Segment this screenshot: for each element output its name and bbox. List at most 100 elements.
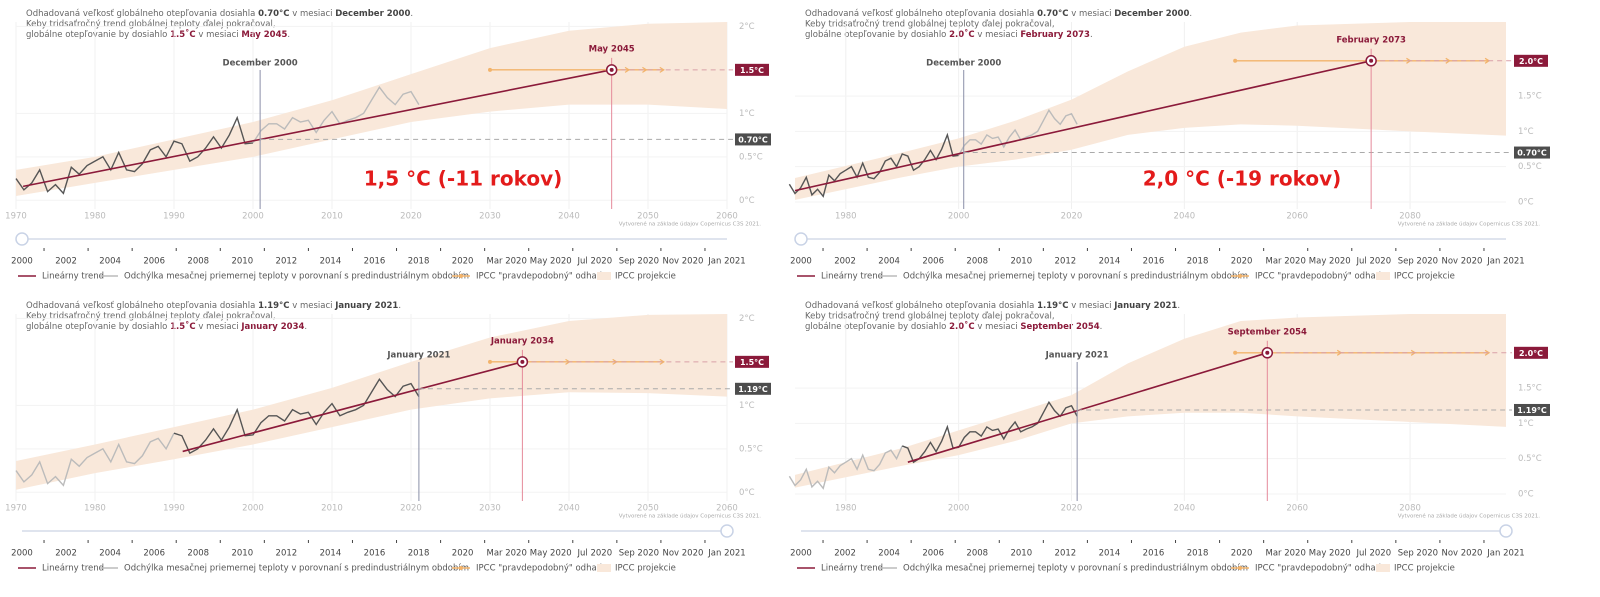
x-tick-label: 1980 bbox=[84, 504, 106, 514]
target-value-box bbox=[735, 355, 769, 368]
header-text: January 2021 bbox=[334, 301, 398, 311]
slider-label: May 2020 bbox=[530, 549, 572, 559]
header-text: Keby tridsaťročný trend globálnej teplot… bbox=[26, 18, 276, 29]
ipcc-estimate-start bbox=[488, 359, 492, 364]
header-text: v mesiaci bbox=[196, 322, 242, 332]
header-text: 0.70°C bbox=[258, 9, 289, 19]
header-text: . bbox=[287, 30, 290, 40]
legend-swatch bbox=[1376, 564, 1390, 572]
slider-label: Nov 2020 bbox=[662, 257, 703, 267]
header-line: Odhadovaná veľkosť globálneho otepľovani… bbox=[805, 301, 1180, 311]
target-date-label: January 2034 bbox=[490, 336, 554, 346]
header-text: v mesiaci bbox=[975, 30, 1021, 40]
arrow-head bbox=[1484, 349, 1491, 356]
slider-handle[interactable] bbox=[15, 232, 29, 246]
slider-label: 2006 bbox=[922, 257, 944, 267]
header-line: globálne otepľovanie by dosiahlo 1.5˚C v… bbox=[26, 321, 307, 332]
slider-label: 2004 bbox=[878, 549, 900, 559]
x-tick-label: 2040 bbox=[1174, 212, 1196, 222]
y-tick-label: 2°C bbox=[739, 22, 755, 32]
slider-handle[interactable] bbox=[1499, 524, 1513, 538]
x-tick-label: 2010 bbox=[321, 504, 343, 514]
slider-label: 2004 bbox=[878, 257, 900, 267]
y-tick-label: 0°C bbox=[1518, 489, 1534, 499]
slider-label: 2016 bbox=[364, 549, 386, 559]
x-tick-label: 2040 bbox=[558, 212, 580, 222]
x-tick-label: 2000 bbox=[948, 212, 970, 222]
temperature-line bbox=[788, 445, 903, 490]
slider-label: 2000 bbox=[11, 257, 33, 267]
slider-label: 2002 bbox=[834, 257, 856, 267]
x-tick-label: 2020 bbox=[400, 504, 422, 514]
header-text: . bbox=[398, 301, 401, 311]
slider-label: 2018 bbox=[1187, 257, 1209, 267]
source-note: Vytvorené na základe údajov Copernicus C… bbox=[619, 513, 762, 520]
slider-label: 2016 bbox=[1143, 257, 1165, 267]
current-value-label: 1.19°C bbox=[738, 385, 768, 394]
trend-line bbox=[794, 60, 1372, 192]
header-text: . bbox=[304, 322, 307, 332]
slider-label: May 2020 bbox=[530, 257, 572, 267]
x-tick-label: 2020 bbox=[1061, 504, 1083, 514]
slider-handle[interactable] bbox=[794, 232, 808, 246]
current-date-label: January 2021 bbox=[1045, 351, 1109, 361]
chart-panel: Odhadovaná veľkosť globálneho otepľovani… bbox=[788, 9, 1550, 282]
legend-label: Lineárny trend bbox=[821, 564, 883, 574]
slider-label: 2018 bbox=[408, 549, 430, 559]
arrow-head bbox=[659, 358, 665, 365]
slider-label: 2012 bbox=[276, 257, 298, 267]
slider-label: 2012 bbox=[1055, 257, 1077, 267]
y-tick-label: 0.5°C bbox=[739, 444, 763, 454]
slider-label: 2014 bbox=[320, 257, 342, 267]
target-date-label: September 2054 bbox=[1228, 327, 1307, 337]
x-tick-label: 2020 bbox=[400, 212, 422, 222]
x-tick-label: 1990 bbox=[163, 504, 185, 514]
target-value-label: 1.5°C bbox=[740, 66, 764, 75]
legend-dot bbox=[459, 566, 463, 570]
slider-label: Nov 2020 bbox=[1441, 549, 1482, 559]
legend-label: IPCC projekcie bbox=[1394, 272, 1455, 282]
slider-label: 2008 bbox=[187, 549, 209, 559]
slider-label: 2004 bbox=[99, 257, 121, 267]
legend-dot bbox=[459, 274, 463, 278]
slider-label: 2018 bbox=[1187, 549, 1209, 559]
header-line: Odhadovaná veľkosť globálneho otepľovani… bbox=[26, 301, 401, 311]
ipcc-estimate-start bbox=[488, 67, 492, 72]
header-text: . bbox=[1189, 9, 1192, 19]
slider-label: Jan 2021 bbox=[1486, 549, 1524, 559]
x-tick-label: 2060 bbox=[716, 212, 738, 222]
slider-label: 2018 bbox=[408, 257, 430, 267]
source-note: Vytvorené na základe údajov Copernicus C… bbox=[1398, 221, 1541, 228]
slider-label: Jul 2020 bbox=[577, 549, 613, 559]
legend-label: Odchýlka mesačnej priemernej teploty v p… bbox=[903, 563, 1248, 574]
slider-label: 2002 bbox=[55, 257, 77, 267]
legend-label: IPCC "pravdepodobný" odhad bbox=[1255, 272, 1381, 282]
header-text: May 2045 bbox=[241, 30, 287, 40]
header-text: January 2021 bbox=[1113, 301, 1177, 311]
slider-label: Nov 2020 bbox=[662, 549, 703, 559]
legend-label: IPCC projekcie bbox=[1394, 564, 1455, 574]
ipcc-estimate-start bbox=[1233, 58, 1238, 63]
target-marker-dot bbox=[520, 359, 525, 364]
header-text: Odhadovaná veľkosť globálneho otepľovani… bbox=[26, 9, 258, 19]
legend-label: IPCC "pravdepodobný" odhad bbox=[476, 564, 602, 574]
x-tick-label: 2060 bbox=[1286, 212, 1308, 222]
header-text: January 2034 bbox=[240, 322, 304, 332]
y-tick-label: 0.5°C bbox=[1518, 454, 1542, 464]
slider-label: 2014 bbox=[1099, 257, 1121, 267]
header-line: globálne otepľovanie by dosiahlo 2.0˚C v… bbox=[805, 321, 1102, 332]
slider-handle[interactable] bbox=[720, 524, 734, 538]
slider-label: 2008 bbox=[966, 257, 988, 267]
x-tick-label: 2000 bbox=[242, 504, 264, 514]
x-tick-label: 2050 bbox=[637, 212, 659, 222]
temperature-line bbox=[15, 115, 254, 195]
slider-label: Mar 2020 bbox=[487, 257, 527, 267]
header-line: Keby tridsaťročný trend globálnej teplot… bbox=[26, 18, 276, 29]
x-tick-label: 1970 bbox=[5, 504, 27, 514]
current-value-box bbox=[1514, 146, 1550, 159]
slider-label: Sep 2020 bbox=[1398, 549, 1438, 559]
slider-label: 2006 bbox=[922, 549, 944, 559]
slider-label: Jan 2021 bbox=[1486, 257, 1524, 267]
header-text: v mesiaci bbox=[196, 30, 242, 40]
